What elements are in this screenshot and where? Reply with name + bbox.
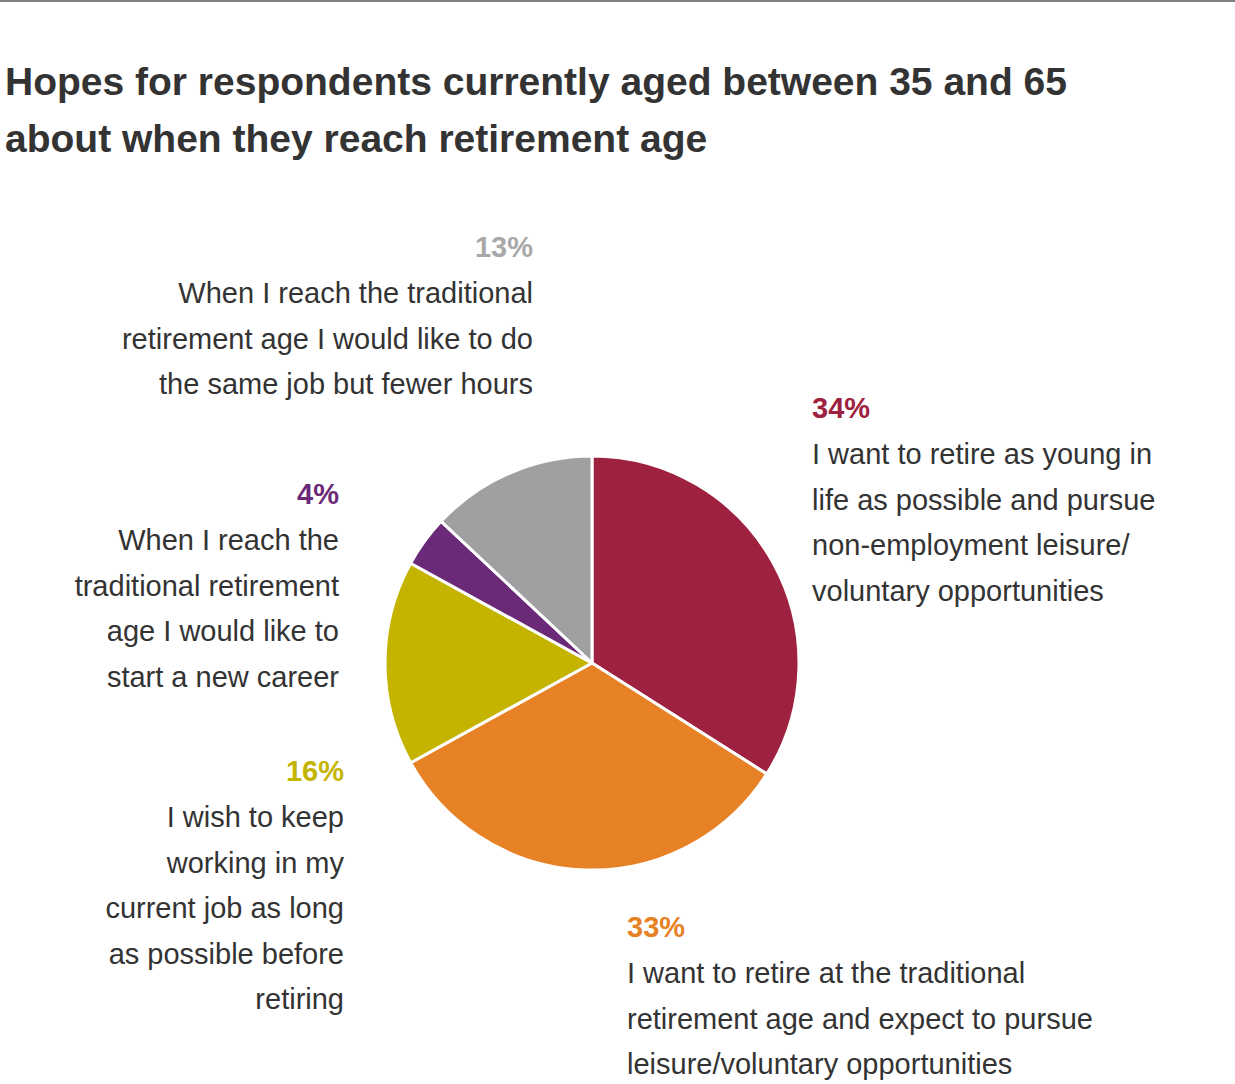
pie [385,456,799,870]
chart: Hopes for respondents currently aged bet… [0,0,1235,1084]
data-label: 16% [286,755,344,787]
category-label: When I reach thetraditional retirementag… [75,524,340,693]
pie-slice [441,456,592,663]
category-label: I want to retire as young inlife as poss… [812,438,1155,607]
data-label: 34% [812,392,870,424]
category-label: When I reach the traditionalretirement a… [122,277,533,400]
data-label: 33% [627,911,685,943]
data-label: 4% [297,478,339,510]
top-rule [0,0,1235,2]
category-label: I wish to keepworking in mycurrent job a… [105,801,344,1015]
category-label: I want to retire at the traditionalretir… [627,957,1093,1080]
title: Hopes for respondents currently aged bet… [5,60,1067,160]
data-label: 13% [475,231,533,263]
